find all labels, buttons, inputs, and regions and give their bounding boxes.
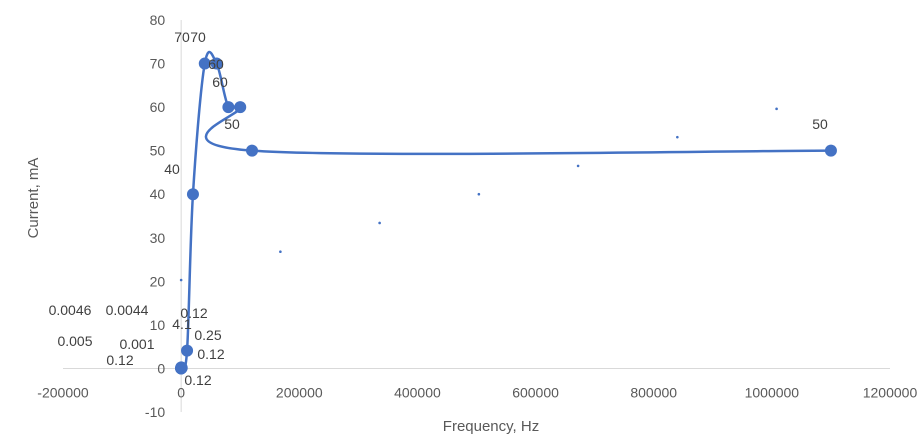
data-label: 40 xyxy=(164,161,180,177)
dot-point xyxy=(775,107,778,111)
data-label: 0.12 xyxy=(180,305,207,321)
data-point xyxy=(234,101,247,114)
dot-point xyxy=(179,278,183,282)
data-labels: 0.0046 0.0044 0.124.10.005 0.0010.250.120.1… xyxy=(49,29,828,388)
dot-point xyxy=(477,192,481,196)
y-tick-label: 10 xyxy=(150,317,166,333)
data-label: 60 xyxy=(208,56,224,72)
series-line xyxy=(179,50,831,371)
data-point xyxy=(246,144,259,157)
y-tick-label: 40 xyxy=(150,186,166,202)
data-point xyxy=(186,188,199,201)
y-tick-label: 20 xyxy=(150,273,166,289)
data-point xyxy=(222,101,235,114)
tick-labels: -200000 0 200000 400000 600000 800000 1000000 1… xyxy=(37,12,917,420)
x-tick-label: 0 xyxy=(177,384,185,400)
data-point xyxy=(181,344,194,357)
data-label: 50 xyxy=(812,116,828,132)
data-label: 0.25 xyxy=(194,327,221,343)
dot-point xyxy=(378,221,381,225)
x-tick-label: 1000000 xyxy=(745,384,800,400)
y-tick-label: 30 xyxy=(150,230,166,246)
data-label: 4.1 xyxy=(172,316,192,332)
x-tick-label: -200000 xyxy=(37,384,89,400)
data-point xyxy=(175,361,188,374)
data-label: 0.001 xyxy=(119,336,154,352)
x-tick-label: 600000 xyxy=(512,384,559,400)
data-label: 0.005 xyxy=(57,333,92,349)
data-point xyxy=(198,57,211,70)
x-tick-label: 1200000 xyxy=(863,384,917,400)
x-tick-label: 800000 xyxy=(630,384,677,400)
axes xyxy=(63,20,890,412)
series-layer xyxy=(175,50,837,375)
data-label: 0.12 xyxy=(184,372,211,388)
data-label: 50 xyxy=(224,116,240,132)
x-tick-label: 200000 xyxy=(276,384,323,400)
data-label: 0.0046 xyxy=(49,302,92,318)
dot-point xyxy=(279,250,282,254)
y-tick-label: 70 xyxy=(150,56,166,72)
y-tick-label: -10 xyxy=(145,404,165,420)
x-tick-label: 400000 xyxy=(394,384,441,400)
y-tick-label: 80 xyxy=(150,12,166,28)
dot-point xyxy=(676,135,679,139)
y-tick-label: 60 xyxy=(150,99,166,115)
y-axis-title: Current, mA xyxy=(25,158,42,239)
data-point xyxy=(210,57,223,70)
data-label: 70 xyxy=(174,29,190,45)
y-tick-label: 50 xyxy=(150,143,166,159)
data-point xyxy=(824,144,837,157)
data-label: 0.0044 xyxy=(106,302,149,318)
x-axis-title: Frequency, Hz xyxy=(443,418,539,435)
y-tick-label: 0 xyxy=(157,360,165,376)
data-label: 70 xyxy=(190,29,206,45)
data-label: 60 xyxy=(212,74,228,90)
data-label: 0.12 xyxy=(197,346,224,362)
dot-point xyxy=(576,164,580,168)
data-label: 0.12 xyxy=(106,352,133,368)
